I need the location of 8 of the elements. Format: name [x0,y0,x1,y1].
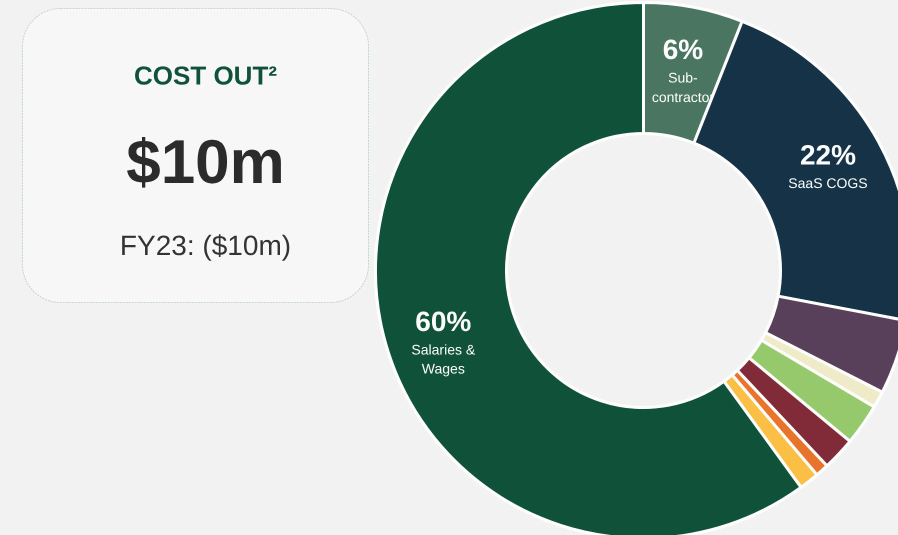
data-label: 22% [800,140,856,171]
slice-label: Salaries & Wages [411,342,476,377]
slice-label: SaaS COGS [788,175,868,192]
text: FY23: ($10m) [120,230,292,261]
text: COST OUT² [134,60,278,90]
text: $10m [126,128,285,197]
data-label: 6% [662,34,704,66]
data-label: 60% [415,306,472,338]
